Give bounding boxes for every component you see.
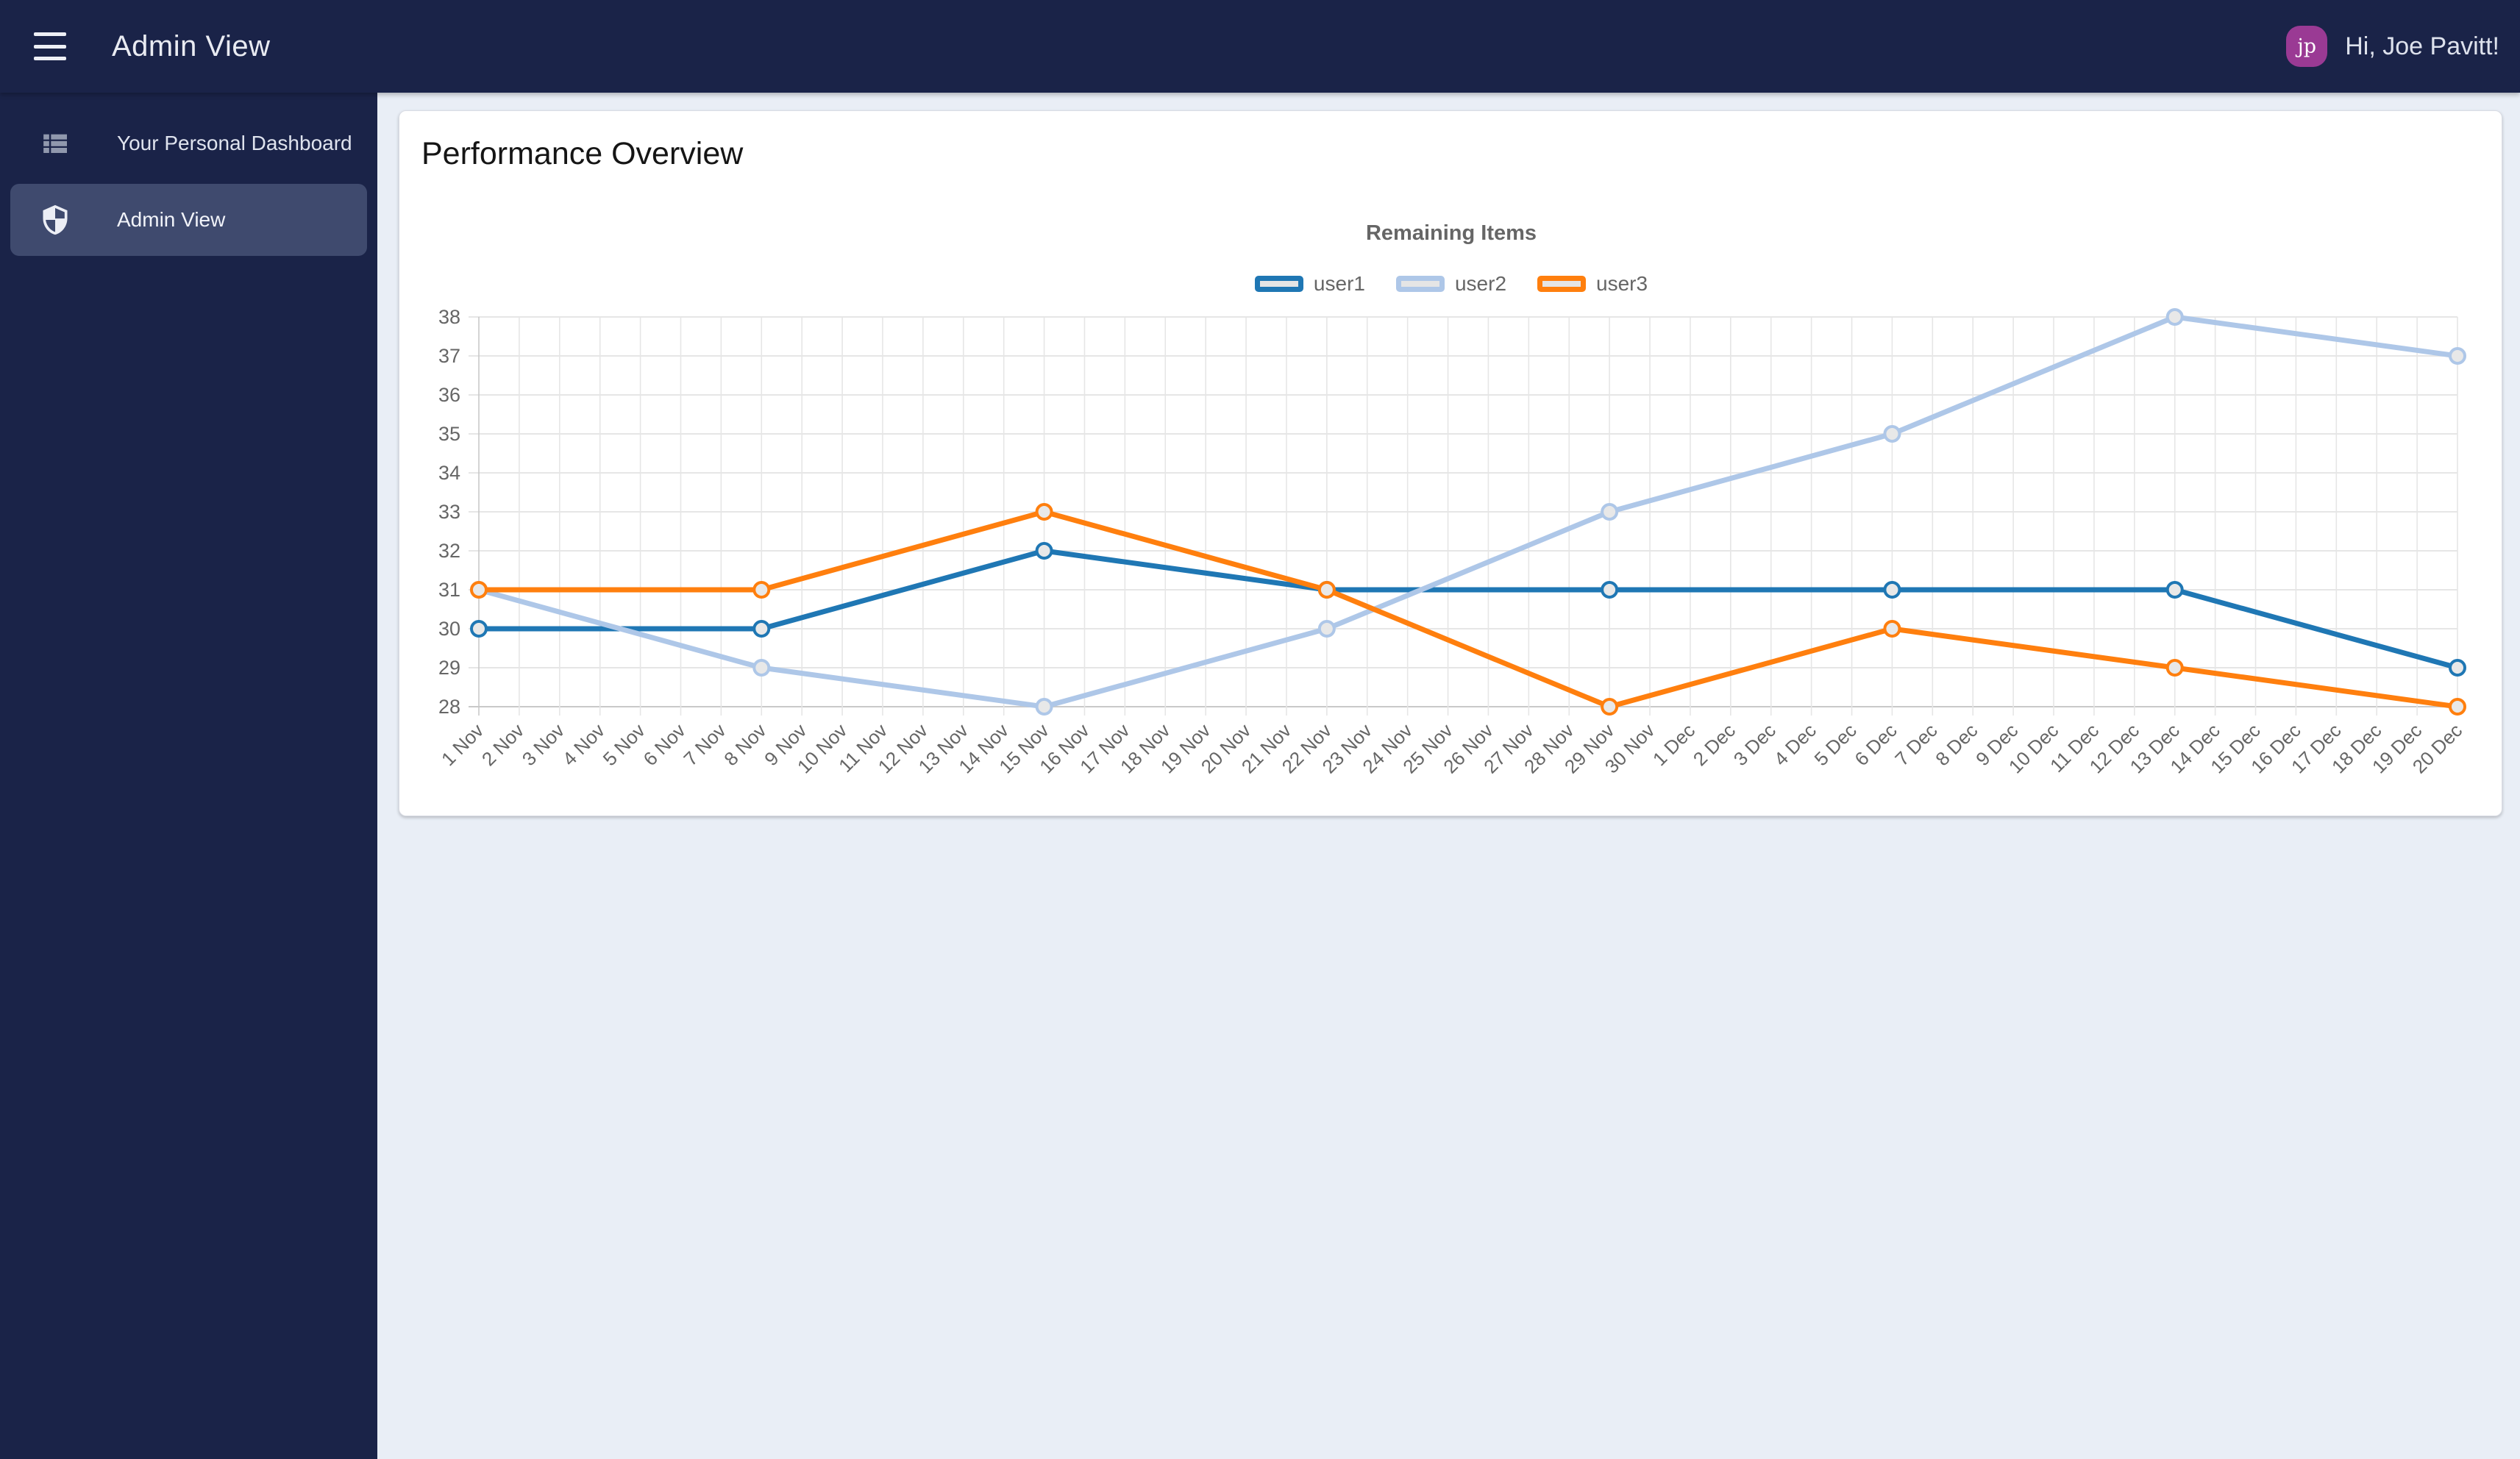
data-point-user2[interactable] (1035, 698, 1053, 716)
legend-label: user3 (1596, 272, 1648, 295)
svg-text:33: 33 (438, 501, 460, 523)
svg-text:2 Dec: 2 Dec (1689, 719, 1740, 770)
series-user1 (470, 542, 2466, 677)
svg-text:35: 35 (438, 423, 460, 445)
chart-plot-area: 28 29 30 31 32 33 34 35 36 37 38 1 Nov 2 Nov 3 Nov 4 N… (418, 306, 2485, 818)
series-line-user1 (476, 548, 2460, 671)
svg-text:32: 32 (438, 540, 460, 562)
svg-text:4 Nov: 4 Nov (558, 719, 609, 770)
chart-legend: user1 user2 user3 (418, 272, 2485, 296)
svg-text:8 Nov: 8 Nov (719, 719, 770, 770)
sidebar-item-label: Admin View (117, 208, 226, 231)
data-point-user1[interactable] (1035, 542, 1053, 560)
data-point-user2[interactable] (1601, 503, 1619, 521)
svg-text:7 Nov: 7 Nov (679, 719, 730, 770)
series-line-user2 (476, 314, 2460, 710)
chart-title: Remaining Items (1365, 221, 1537, 245)
data-point-user3[interactable] (752, 581, 771, 599)
data-point-user1[interactable] (1883, 581, 1901, 599)
legend-swatch-user3 (1537, 276, 1587, 292)
sidebar-item-admin-view[interactable]: Admin View (10, 184, 367, 256)
hamburger-menu-icon[interactable] (34, 32, 66, 60)
app-header: Admin View jp Hi, Joe Pavitt! (0, 0, 2520, 93)
data-point-user2[interactable] (2449, 347, 2466, 365)
svg-text:28: 28 (438, 696, 460, 718)
svg-text:36: 36 (438, 384, 460, 406)
legend-label: user1 (1313, 272, 1365, 295)
svg-text:29: 29 (438, 657, 460, 679)
svg-text:34: 34 (438, 462, 460, 484)
data-point-user2[interactable] (1317, 620, 1336, 638)
svg-text:37: 37 (438, 345, 460, 367)
data-point-user3[interactable] (1035, 503, 1053, 521)
legend-item-user3[interactable]: user3 (1537, 272, 1648, 296)
data-point-user3[interactable] (1883, 620, 1901, 638)
data-point-user1[interactable] (2449, 659, 2466, 677)
svg-text:6 Dec: 6 Dec (1850, 719, 1901, 770)
data-point-user3[interactable] (2449, 698, 2466, 716)
gridlines (469, 316, 2458, 716)
data-point-user3[interactable] (2165, 659, 2184, 677)
data-point-user3[interactable] (1317, 581, 1336, 599)
legend-item-user2[interactable]: user2 (1395, 272, 1507, 296)
avatar-initials: jp (2297, 35, 2317, 58)
svg-text:5 Nov: 5 Nov (599, 719, 649, 770)
data-point-user1[interactable] (2165, 581, 2184, 599)
card-title: Performance Overview (421, 136, 744, 171)
series-user3 (470, 503, 2466, 716)
data-point-user1[interactable] (1601, 581, 1619, 599)
performance-overview-card: Performance Overview Remaining Items use… (399, 110, 2502, 816)
svg-text:1 Dec: 1 Dec (1648, 719, 1699, 770)
avatar[interactable]: jp (2286, 26, 2328, 67)
page-title: Admin View (112, 29, 271, 63)
data-point-user2[interactable] (2165, 308, 2184, 326)
svg-text:1 Nov: 1 Nov (437, 719, 488, 770)
data-point-user3[interactable] (470, 581, 488, 599)
user-greeting: Hi, Joe Pavitt! (2345, 32, 2499, 60)
view-list-icon (39, 126, 71, 161)
series-line-user3 (476, 509, 2460, 710)
svg-text:30: 30 (438, 618, 460, 640)
svg-text:2 Nov: 2 Nov (477, 719, 528, 770)
svg-text:5 Dec: 5 Dec (1810, 719, 1861, 770)
sidebar-item-label: Your Personal Dashboard (117, 132, 352, 154)
shield-icon (39, 202, 71, 238)
data-point-user2[interactable] (752, 659, 771, 677)
data-point-user3[interactable] (1601, 698, 1619, 716)
svg-text:31: 31 (438, 579, 460, 601)
data-point-user1[interactable] (470, 620, 488, 638)
sidebar: Your Personal Dashboard Admin View (0, 93, 377, 1459)
svg-text:3 Dec: 3 Dec (1729, 719, 1780, 770)
svg-text:3 Nov: 3 Nov (518, 719, 569, 770)
legend-item-user1[interactable]: user1 (1254, 272, 1365, 296)
svg-text:6 Nov: 6 Nov (638, 719, 689, 770)
main-content: Performance Overview Remaining Items use… (377, 93, 2520, 1459)
legend-swatch-user2 (1395, 276, 1445, 292)
data-point-user1[interactable] (752, 620, 771, 638)
svg-text:7 Dec: 7 Dec (1890, 719, 1941, 770)
sidebar-item-personal-dashboard[interactable]: Your Personal Dashboard (10, 107, 367, 179)
legend-label: user2 (1454, 272, 1507, 295)
svg-text:38: 38 (438, 307, 460, 328)
y-axis-labels: 28 29 30 31 32 33 34 35 36 37 38 (438, 306, 460, 718)
legend-swatch-user1 (1254, 276, 1303, 292)
data-point-user2[interactable] (1883, 425, 1901, 443)
svg-text:4 Dec: 4 Dec (1770, 719, 1820, 770)
remaining-items-chart: Remaining Items user1 user2 user3 28 29 30 31… (418, 221, 2485, 818)
svg-text:8 Dec: 8 Dec (1931, 719, 1982, 770)
